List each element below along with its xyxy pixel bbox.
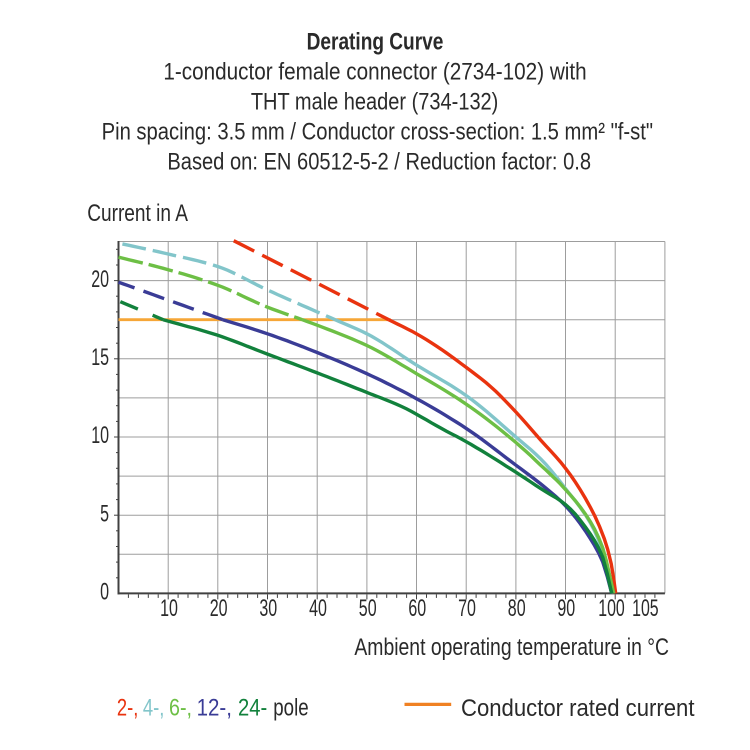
svg-text:20: 20 (91, 266, 109, 293)
svg-text:Derating Curve: Derating Curve (307, 29, 444, 56)
svg-text:5: 5 (100, 500, 109, 527)
svg-text:105: 105 (632, 595, 659, 622)
svg-text:pole: pole (273, 695, 308, 722)
svg-text:20: 20 (210, 595, 228, 622)
svg-text:2-,: 2-, (117, 695, 138, 722)
svg-text:0: 0 (100, 579, 109, 606)
svg-text:30: 30 (259, 595, 277, 622)
svg-text:15: 15 (91, 344, 109, 371)
svg-text:24-: 24- (238, 695, 267, 722)
svg-text:80: 80 (508, 595, 526, 622)
svg-text:1-conductor female connector (: 1-conductor female connector (2734-102) … (163, 59, 586, 86)
svg-text:Based on: EN 60512-5-2 / Reduc: Based on: EN 60512-5-2 / Reduction facto… (167, 149, 591, 176)
svg-text:Conductor rated current: Conductor rated current (461, 695, 695, 722)
svg-text:4-,: 4-, (143, 695, 165, 722)
svg-text:Current in A: Current in A (87, 200, 188, 227)
svg-text:50: 50 (359, 595, 377, 622)
svg-text:90: 90 (557, 595, 575, 622)
svg-text:60: 60 (408, 595, 426, 622)
svg-text:THT male header (734-132): THT male header (734-132) (251, 89, 499, 116)
svg-text:Ambient operating temperature: Ambient operating temperature in °C (354, 634, 669, 661)
svg-text:Pin spacing: 3.5 mm / Conducto: Pin spacing: 3.5 mm / Conductor cross-se… (102, 119, 653, 146)
svg-text:40: 40 (309, 595, 327, 622)
svg-text:6-,: 6-, (169, 695, 192, 722)
svg-text:12-,: 12-, (197, 695, 232, 722)
svg-text:10: 10 (91, 422, 109, 449)
svg-text:70: 70 (458, 595, 476, 622)
svg-text:100: 100 (598, 595, 625, 622)
svg-text:10: 10 (160, 595, 178, 622)
